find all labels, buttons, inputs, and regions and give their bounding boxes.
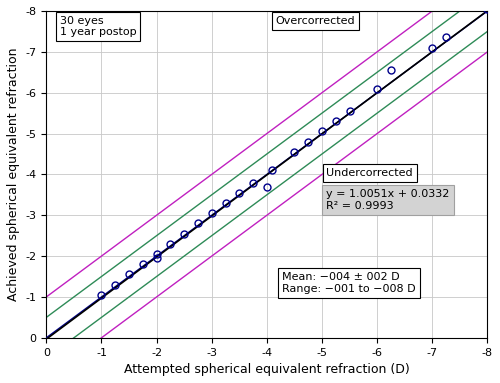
Text: Mean: −004 ± 002 D
Range: −001 to −008 D: Mean: −004 ± 002 D Range: −001 to −008 D (282, 272, 416, 294)
Text: Undercorrected: Undercorrected (326, 168, 413, 178)
Text: y = 1.0051x + 0.0332
R² = 0.9993: y = 1.0051x + 0.0332 R² = 0.9993 (326, 189, 450, 211)
X-axis label: Attempted spherical equivalent refraction (D): Attempted spherical equivalent refractio… (124, 363, 410, 376)
Text: 30 eyes
1 year postop: 30 eyes 1 year postop (60, 16, 136, 38)
Y-axis label: Achieved spherical equivalent refraction: Achieved spherical equivalent refraction (7, 47, 20, 301)
Text: Overcorrected: Overcorrected (276, 16, 355, 26)
